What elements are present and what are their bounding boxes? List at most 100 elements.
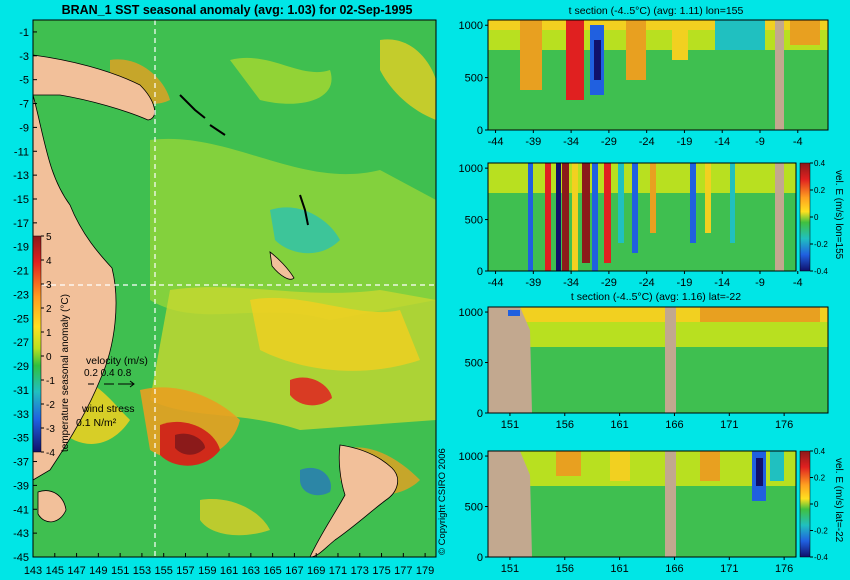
panel-t-section-lat: t section (-4..5°C) (avg: 1.16) lat=-22 … (459, 291, 829, 431)
panel1-frame (487, 19, 829, 131)
panel2-y-tick-label: 0 (477, 266, 483, 278)
main-y-tick-label: -13 (13, 170, 29, 182)
main-y-tick-label: -23 (13, 289, 29, 301)
copyright-text: © Copyright CSIRO 2006 (437, 448, 448, 555)
panel1-x-tick-label: -29 (601, 136, 617, 148)
panel4-colorbar-tick-label: 0.2 (814, 474, 826, 483)
main-y-tick-label: -25 (13, 313, 29, 325)
main-y-tick-label: -45 (13, 552, 29, 564)
panel4-x-tick-label: 151 (501, 563, 519, 575)
panel4-colorbar-tick-label: -0.4 (814, 553, 828, 562)
main-map-y-ticks: -1 -3 -5 -7 -9 -11 -13 -15 -17 -19 -21 -23 -25 -27 -29… (13, 27, 37, 564)
panel2-colorbar-ticks: 0.4 0.2 0 -0.2 -0.4 (810, 159, 828, 276)
panel2-side-label: vel. E (m/s) lon=155 (833, 170, 844, 260)
panel4-colorbar-tick-label: 0.4 (814, 447, 826, 456)
grid-lines (33, 20, 436, 557)
colorbar-gradient (32, 235, 42, 453)
main-x-tick-label: 169 (307, 565, 325, 577)
main-y-tick-label: -19 (13, 242, 29, 254)
panel4-colorbar-ticks: 0.4 0.2 0 -0.2 -0.4 (810, 447, 828, 562)
panel1-patch (594, 40, 601, 80)
panel2-x-tick-label: -19 (676, 277, 692, 289)
panel2-x-tick-label: -29 (601, 277, 617, 289)
colorbar-tick-label: 2 (46, 304, 52, 315)
wind-legend: wind stress 0.1 N/m² (76, 403, 135, 429)
colorbar-tick-label: -4 (46, 448, 55, 459)
colorbar-label: temperature seasonal anomaly (°C) (60, 294, 71, 452)
panel2-colorbar-tick-label: 0.2 (814, 186, 826, 195)
panel1-surface-band (488, 20, 828, 30)
panel1-x-tick-label: -14 (714, 136, 730, 148)
panel3-x-tick-label: 166 (665, 419, 683, 431)
panel2-y-tick-label: 1000 (459, 163, 483, 175)
panel1-patch (715, 20, 765, 50)
panel3-y-ticks: 0 500 1000 (459, 307, 488, 420)
main-x-tick-label: 157 (176, 565, 194, 577)
panel2-x-ticks: -44 -39 -34 -29 -24 -19 -14 -9 -4 (488, 271, 803, 289)
panel1-x-tick-label: -24 (639, 136, 655, 148)
colorbar-tick-label: -3 (46, 424, 55, 435)
main-y-tick-label: -9 (19, 122, 29, 134)
main-y-tick-label: -15 (13, 194, 29, 206)
panel4-land-mask (665, 451, 676, 557)
main-map: BRAN_1 SST seasonal anomaly (avg: 1.03) … (13, 3, 448, 577)
colorbar-tick-label: 0 (46, 352, 52, 363)
panel1-patch (790, 20, 820, 45)
panel1-x-ticks: -44 -39 -34 -29 -24 -19 -14 -9 -4 (488, 130, 803, 148)
main-y-tick-label: -17 (13, 218, 29, 230)
main-x-tick-label: 177 (394, 565, 412, 577)
panel2-y-tick-label: 500 (465, 215, 483, 227)
panel3-x-tick-label: 176 (775, 419, 793, 431)
panel4-frame (487, 450, 797, 558)
colorbar-tick-label: -1 (46, 376, 55, 387)
panel3-title: t section (-4..5°C) (avg: 1.16) lat=-22 (571, 291, 741, 303)
panel4-x-tick-label: 166 (665, 563, 683, 575)
main-x-tick-label: 179 (416, 565, 434, 577)
panel2-frame (487, 162, 797, 272)
panel2-colorbar (799, 162, 811, 272)
main-x-tick-label: 143 (24, 565, 42, 577)
panel3-patch (508, 310, 520, 316)
new-guinea-land (32, 54, 156, 121)
main-y-tick-label: -5 (19, 75, 29, 87)
panel4-patch (756, 458, 763, 486)
new-caledonia-land (269, 251, 295, 280)
panel3-y-tick-label: 500 (465, 358, 483, 370)
main-x-tick-label: 163 (242, 565, 260, 577)
panel4-patch (610, 451, 630, 481)
panel3-patch (700, 307, 820, 322)
panel2-x-tick-label: -44 (488, 277, 504, 289)
main-x-tick-label: 147 (67, 565, 85, 577)
panel4-side-label: vel. E (m/s) lat=-22 (833, 458, 844, 543)
main-map-x-ticks: 143 145 147 149 151 153 155 157 159 161 163 165 167 1… (24, 553, 434, 577)
main-y-tick-label: -39 (13, 480, 29, 492)
main-x-tick-label: 145 (46, 565, 64, 577)
panel4-upper-band (488, 451, 796, 486)
main-x-tick-label: 173 (351, 565, 369, 577)
main-y-tick-label: -29 (13, 361, 29, 373)
panel1-patch (626, 20, 646, 80)
panel3-land-mask (488, 307, 532, 413)
main-y-tick-label: -33 (13, 409, 29, 421)
panel3-y-tick-label: 1000 (459, 307, 483, 319)
panel4-x-tick-label: 176 (775, 563, 793, 575)
main-x-tick-label: 153 (133, 565, 151, 577)
tasmania-land (37, 490, 67, 523)
panel4-colorbar (799, 450, 811, 558)
panel2-colorbar-tick-label: -0.4 (814, 267, 828, 276)
panel3-x-tick-label: 156 (556, 419, 574, 431)
panel1-patch (566, 20, 584, 100)
main-x-tick-label: 175 (372, 565, 390, 577)
panel2-x-tick-label: -34 (563, 277, 579, 289)
panel2-y-ticks: 0 500 1000 (459, 163, 488, 278)
panel1-patch (520, 20, 542, 90)
panel2-x-tick-label: -24 (639, 277, 655, 289)
main-map-title: BRAN_1 SST seasonal anomaly (avg: 1.03) … (62, 3, 413, 17)
main-y-tick-label: -7 (19, 99, 29, 111)
panel3-x-tick-label: 171 (720, 419, 738, 431)
main-x-tick-label: 149 (89, 565, 107, 577)
panel1-land-mask (775, 20, 784, 130)
main-y-tick-label: -1 (19, 27, 29, 39)
panel1-y-ticks: 0 500 1000 (459, 20, 488, 137)
panel2-colorbar-tick-label: 0 (814, 213, 819, 222)
